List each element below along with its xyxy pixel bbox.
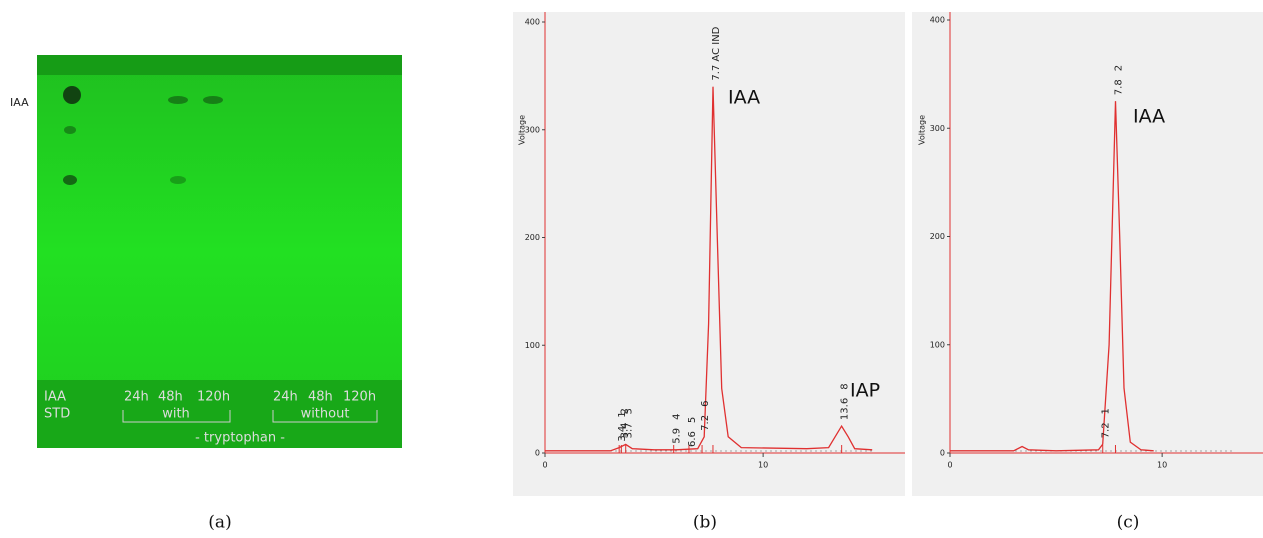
peak-number: 1: [1101, 408, 1112, 414]
chromatogram: [545, 86, 873, 452]
caption: (c): [1117, 513, 1140, 533]
lane-label: with: [162, 407, 190, 422]
peak-label: 7.2: [1101, 422, 1112, 438]
lane-label: 120h: [197, 390, 230, 405]
spot: [64, 126, 76, 134]
caption: (b): [693, 513, 717, 533]
plate-top: [37, 55, 402, 75]
y-tick-label: 100: [930, 340, 945, 349]
x-tick-label: 10: [1157, 461, 1167, 470]
peak-number: 5: [687, 417, 698, 423]
peak-label: 5.9: [672, 428, 683, 444]
peak-label: 3.4: [619, 422, 630, 438]
y-tick-label: 200: [525, 233, 540, 242]
lane-label: IAA: [44, 390, 66, 405]
lane-label: 24h: [273, 390, 298, 405]
lane-label: 48h: [158, 390, 183, 405]
peak-number: 8: [840, 383, 851, 389]
annotation: IAA: [728, 87, 760, 109]
peak-label: 3.7: [624, 422, 635, 438]
y-tick-label: 200: [930, 232, 945, 241]
y-axis-label: Voltage: [918, 115, 927, 145]
annotation: IAA: [1133, 106, 1165, 128]
lane-label: 120h: [343, 390, 376, 405]
bracket: [122, 410, 378, 423]
footer-label: - tryptophan -: [195, 431, 285, 446]
panel-b: [513, 12, 905, 496]
peak-number: 2: [619, 408, 630, 414]
panel-c: [912, 12, 1263, 496]
lane-label: 24h: [124, 390, 149, 405]
y-tick-label: 0: [535, 449, 540, 458]
spot: [63, 175, 77, 185]
x-tick-label: 0: [542, 461, 547, 470]
peak-label: 7.7 AC IND: [711, 26, 722, 80]
y-tick-label: 400: [930, 16, 945, 25]
lane-label: without: [301, 407, 350, 422]
annotation: IAP: [850, 380, 880, 402]
peak-label: 7.2: [700, 415, 711, 431]
y-tick-label: 300: [930, 124, 945, 133]
peak-number: 3: [624, 408, 635, 414]
x-tick-label: 10: [758, 461, 768, 470]
y-tick-label: 300: [525, 125, 540, 134]
spot: [168, 96, 188, 104]
y-tick-label: 100: [525, 341, 540, 350]
lane-label: STD: [44, 407, 70, 422]
peak-label: 7.8: [1113, 79, 1124, 95]
spot: [170, 176, 186, 184]
caption: (a): [208, 513, 231, 533]
peak-label: 3.4: [617, 426, 628, 442]
spot: [63, 86, 81, 104]
peak-number: 6: [700, 401, 711, 407]
plate-label-band: [37, 380, 402, 448]
peak-label: 13.6: [840, 398, 851, 420]
spot: [203, 96, 223, 104]
chromatogram: [950, 101, 1154, 452]
peak-number: 4: [672, 413, 683, 419]
peak-label: 6.6: [687, 431, 698, 447]
y-tick-label: 0: [940, 449, 945, 458]
peak-number: 2: [1113, 65, 1124, 71]
side-label: IAA: [10, 96, 29, 109]
peak-number: 1: [617, 411, 628, 417]
y-tick-label: 400: [525, 18, 540, 27]
lane-label: 48h: [308, 390, 333, 405]
y-axis-label: Voltage: [518, 115, 527, 145]
x-tick-label: 0: [947, 461, 952, 470]
